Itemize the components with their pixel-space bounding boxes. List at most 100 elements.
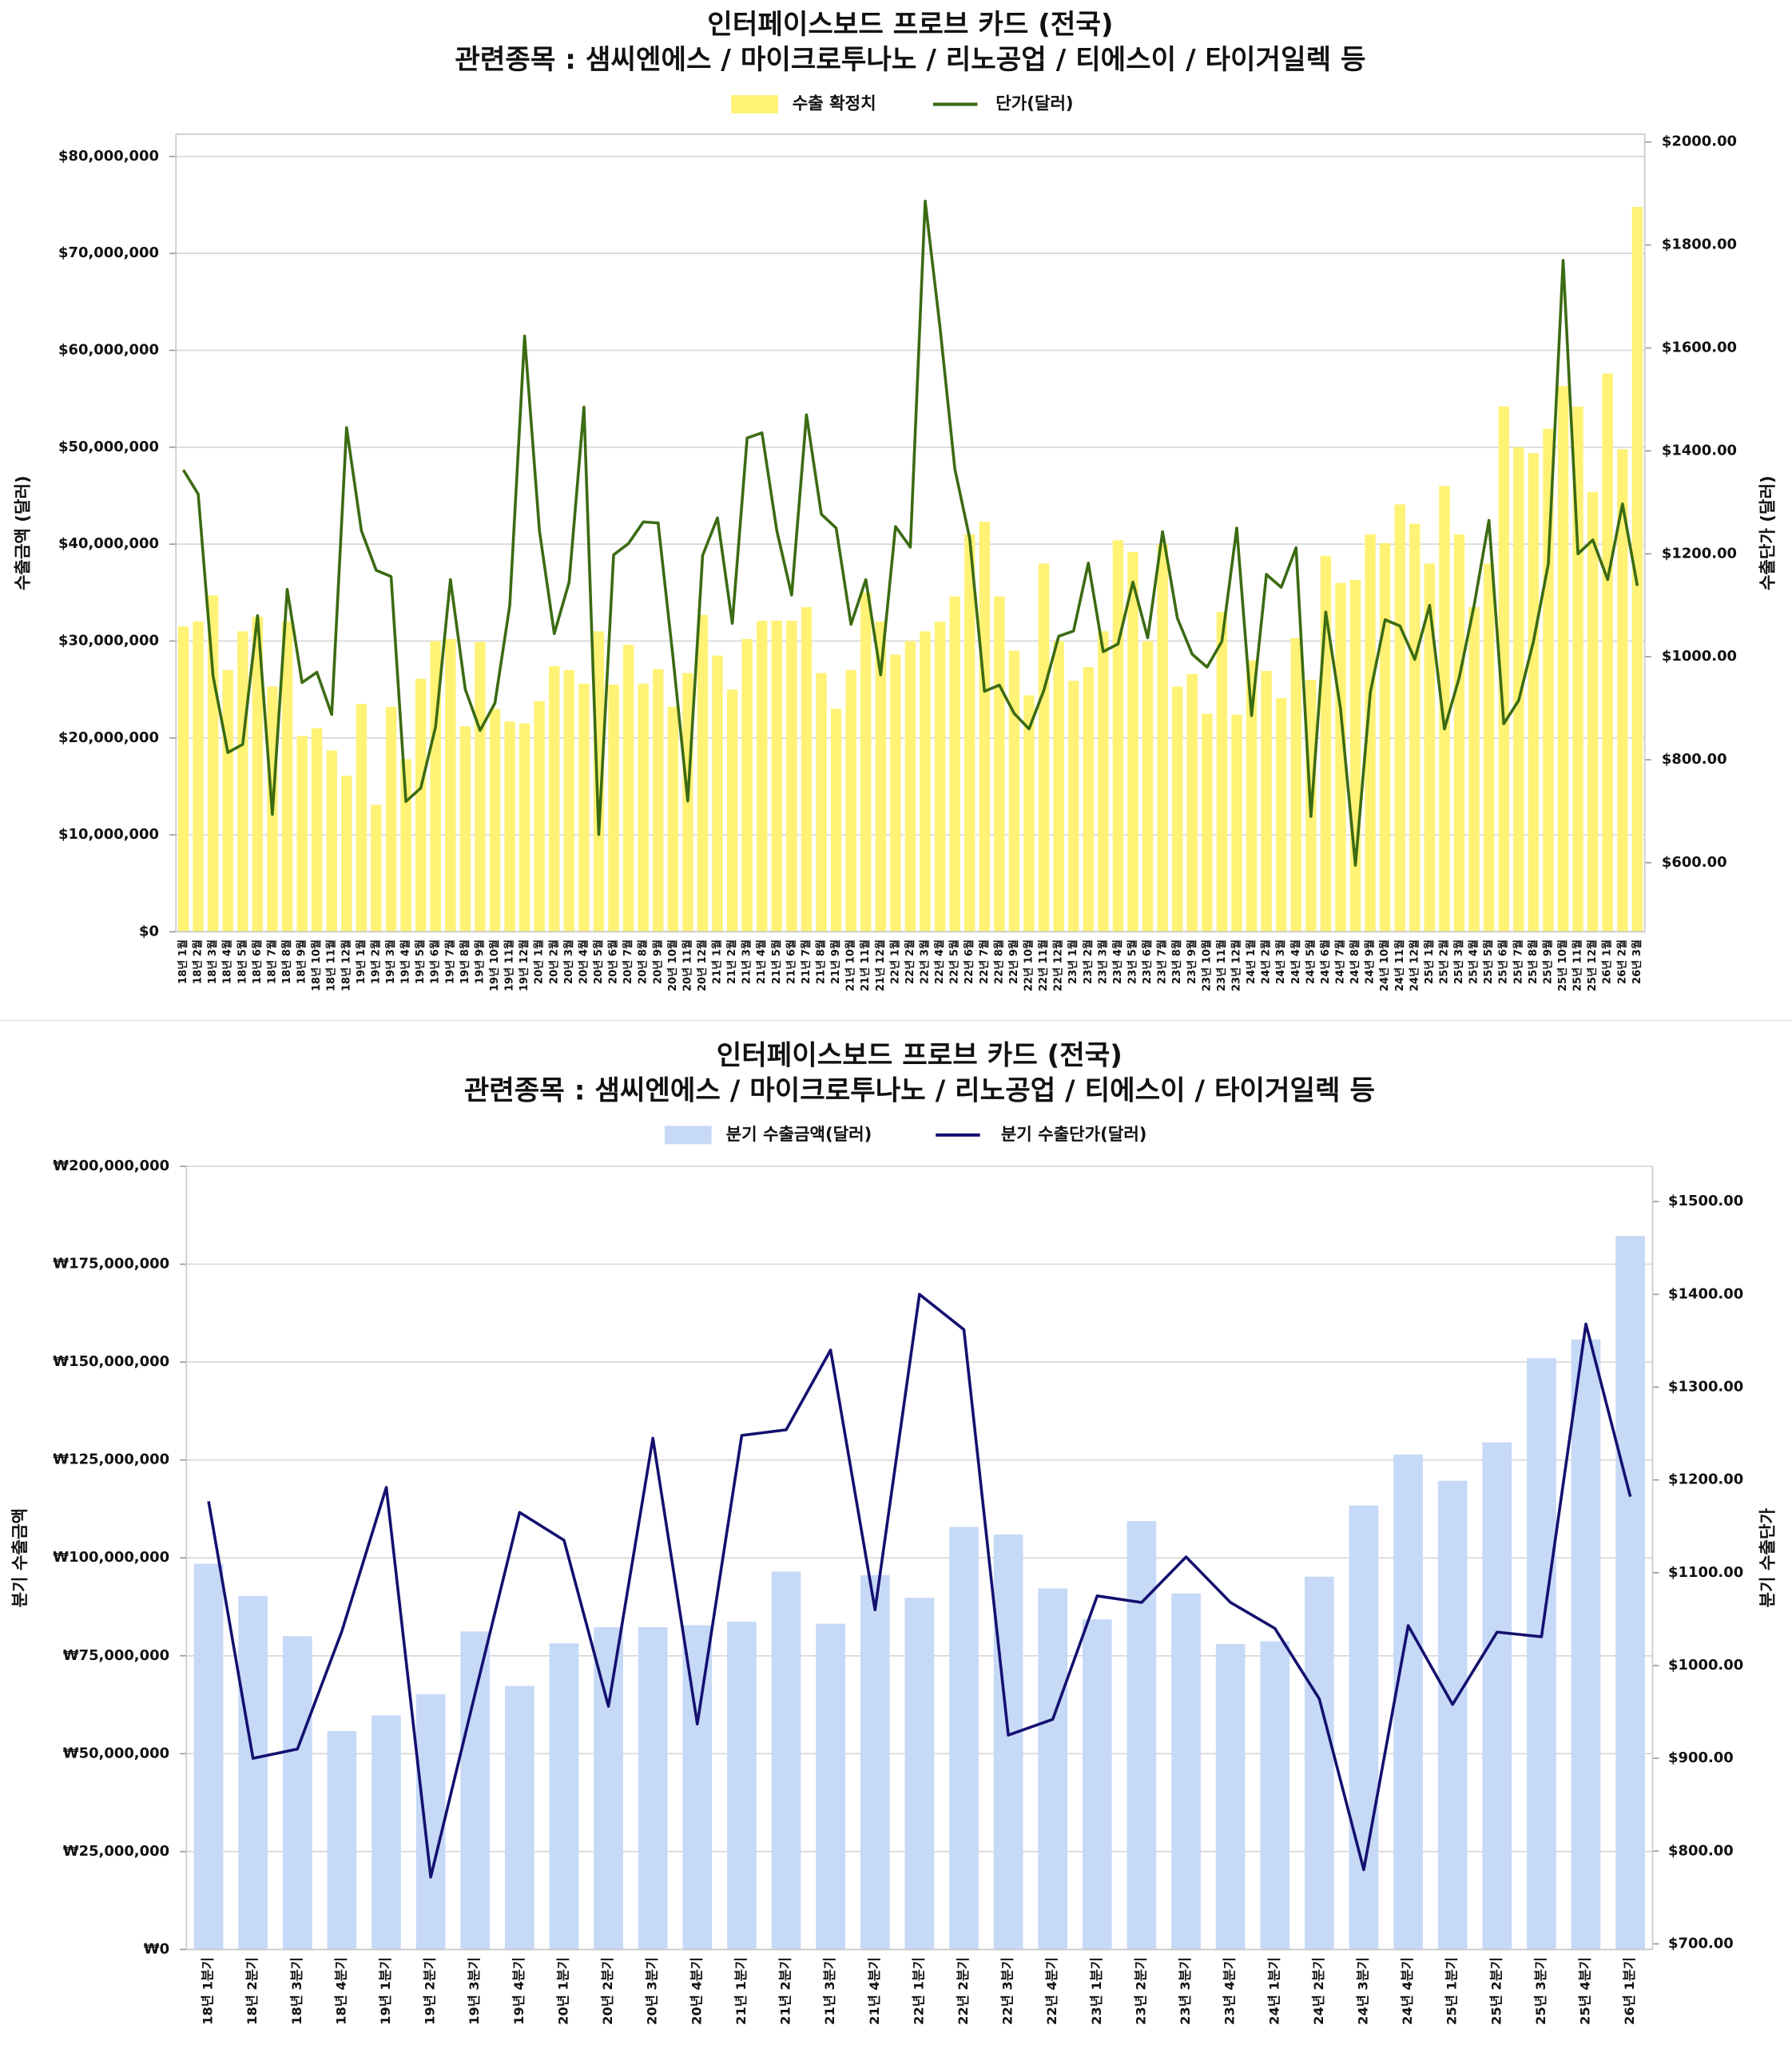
bar bbox=[193, 621, 204, 932]
bar bbox=[608, 685, 619, 932]
bar bbox=[920, 631, 931, 932]
x-tick-label: 21년 4월 bbox=[755, 939, 768, 984]
x-tick-label: 22년 2월 bbox=[904, 939, 916, 984]
x-tick-label: 22년 1월 bbox=[888, 939, 901, 984]
x-tick-label: 24년 6월 bbox=[1319, 939, 1332, 984]
x-tick-label: 22년 6월 bbox=[963, 939, 975, 984]
y2-tick-label: $1200.00 bbox=[1668, 1471, 1743, 1488]
bar bbox=[1038, 1588, 1068, 1950]
bar bbox=[1615, 1236, 1645, 1950]
bar bbox=[726, 689, 738, 932]
bar bbox=[1202, 713, 1213, 932]
bar bbox=[757, 620, 768, 932]
y2-tick-label: $600.00 bbox=[1662, 854, 1727, 871]
y2-tick-label: $1300.00 bbox=[1668, 1378, 1743, 1395]
x-tick-label: 24년 2분기 bbox=[1311, 1957, 1326, 2025]
x-tick-label: 26년 2월 bbox=[1615, 939, 1628, 984]
y-tick-label: $60,000,000 bbox=[58, 342, 159, 359]
x-tick-label: 21년 9월 bbox=[829, 939, 842, 984]
bar bbox=[1246, 660, 1258, 932]
bar bbox=[860, 1574, 890, 1950]
x-tick-label: 19년 4분기 bbox=[511, 1957, 526, 2025]
y-tick-label: ₩50,000,000 bbox=[63, 1745, 169, 1761]
x-tick-label: 19년 2분기 bbox=[423, 1957, 438, 2025]
x-tick-label: 25년 8월 bbox=[1527, 939, 1540, 984]
bar bbox=[1215, 1644, 1246, 1950]
x-tick-label: 18년 3분기 bbox=[289, 1957, 304, 2025]
x-tick-label: 25년 9월 bbox=[1541, 939, 1554, 984]
x-tick-label: 21년 8월 bbox=[815, 939, 828, 984]
bar bbox=[875, 621, 886, 932]
x-tick-label: 19년 1분기 bbox=[378, 1957, 393, 2025]
legend-label: 수출 확정치 bbox=[793, 93, 876, 113]
bar bbox=[712, 655, 723, 932]
x-tick-label: 22년 10월 bbox=[1023, 939, 1035, 991]
y2-tick-label: $700.00 bbox=[1668, 1935, 1734, 1952]
y-tick-label: ₩25,000,000 bbox=[63, 1843, 169, 1860]
bar bbox=[341, 776, 352, 932]
x-tick-label: 22년 3분기 bbox=[1000, 1957, 1015, 2025]
x-tick-label: 25년 11월 bbox=[1571, 939, 1584, 991]
x-tick-label: 23년 11월 bbox=[1215, 939, 1228, 991]
bar bbox=[667, 706, 679, 932]
y-tick-label: ₩150,000,000 bbox=[53, 1353, 169, 1370]
x-tick-label: 22년 7월 bbox=[978, 939, 991, 984]
chart-subtitle: 관련종목 : 샘씨엔에스 / 마이크로투나노 / 리노공업 / 티에스이 / 타… bbox=[455, 44, 1365, 76]
bar bbox=[1098, 631, 1109, 932]
x-tick-label: 23년 7월 bbox=[1156, 939, 1169, 984]
bar bbox=[904, 1598, 935, 1950]
y-tick-label: ₩175,000,000 bbox=[53, 1256, 169, 1273]
bar bbox=[327, 1730, 357, 1950]
bar bbox=[1171, 1593, 1201, 1950]
bar bbox=[904, 641, 916, 932]
x-tick-label: 19년 9월 bbox=[473, 939, 486, 984]
bar bbox=[860, 592, 872, 932]
bar bbox=[964, 534, 975, 932]
x-tick-label: 19년 7월 bbox=[443, 939, 456, 984]
x-tick-label: 20년 3분기 bbox=[645, 1957, 660, 2025]
bar bbox=[238, 1595, 268, 1950]
bar bbox=[1439, 486, 1450, 932]
bar bbox=[1127, 551, 1138, 932]
x-tick-label: 21년 10월 bbox=[844, 939, 857, 991]
bar bbox=[372, 1715, 401, 1950]
bar bbox=[1082, 1619, 1112, 1950]
x-tick-label: 24년 3분기 bbox=[1355, 1957, 1370, 2025]
y2-tick-label: $2000.00 bbox=[1662, 133, 1737, 150]
bar bbox=[1468, 607, 1480, 932]
x-tick-label: 21년 2분기 bbox=[778, 1957, 793, 2025]
x-tick-label: 19년 3월 bbox=[384, 939, 397, 984]
x-tick-label: 21년 2월 bbox=[725, 939, 738, 984]
x-tick-label: 22년 1분기 bbox=[911, 1957, 926, 2025]
y-tick-label: ₩100,000,000 bbox=[53, 1549, 169, 1566]
bar bbox=[801, 607, 813, 932]
x-tick-label: 25년 2분기 bbox=[1488, 1957, 1504, 2025]
x-tick-label: 23년 1월 bbox=[1067, 939, 1079, 984]
bar bbox=[1380, 542, 1391, 932]
bar bbox=[459, 726, 471, 932]
bar bbox=[771, 1571, 801, 1950]
y-axis-label: 수출금액 (달러) bbox=[12, 475, 32, 590]
bar bbox=[1335, 582, 1346, 932]
y-tick-label: $50,000,000 bbox=[58, 439, 159, 455]
x-tick-label: 21년 12월 bbox=[874, 939, 887, 991]
x-tick-label: 20년 11월 bbox=[681, 939, 693, 991]
x-tick-label: 22년 2분기 bbox=[956, 1957, 971, 2025]
bar bbox=[282, 1636, 312, 1950]
bar bbox=[1261, 671, 1272, 932]
x-tick-label: 21년 3월 bbox=[741, 939, 753, 984]
x-tick-label: 18년 1월 bbox=[177, 939, 189, 984]
x-tick-label: 18년 2월 bbox=[192, 939, 205, 984]
x-tick-label: 23년 5월 bbox=[1126, 939, 1138, 984]
x-tick-label: 23년 4월 bbox=[1111, 939, 1124, 984]
bar bbox=[993, 1534, 1023, 1950]
bar bbox=[371, 804, 382, 932]
bar bbox=[1365, 534, 1376, 932]
y2-axis-label: 분기 수출단가 bbox=[1758, 1508, 1778, 1608]
x-tick-label: 18년 12월 bbox=[340, 939, 352, 991]
x-tick-label: 19년 6월 bbox=[429, 939, 442, 984]
x-tick-label: 19년 8월 bbox=[459, 939, 471, 984]
bar bbox=[415, 1694, 446, 1950]
x-tick-label: 22년 8월 bbox=[992, 939, 1005, 984]
x-tick-label: 22년 5월 bbox=[948, 939, 961, 984]
